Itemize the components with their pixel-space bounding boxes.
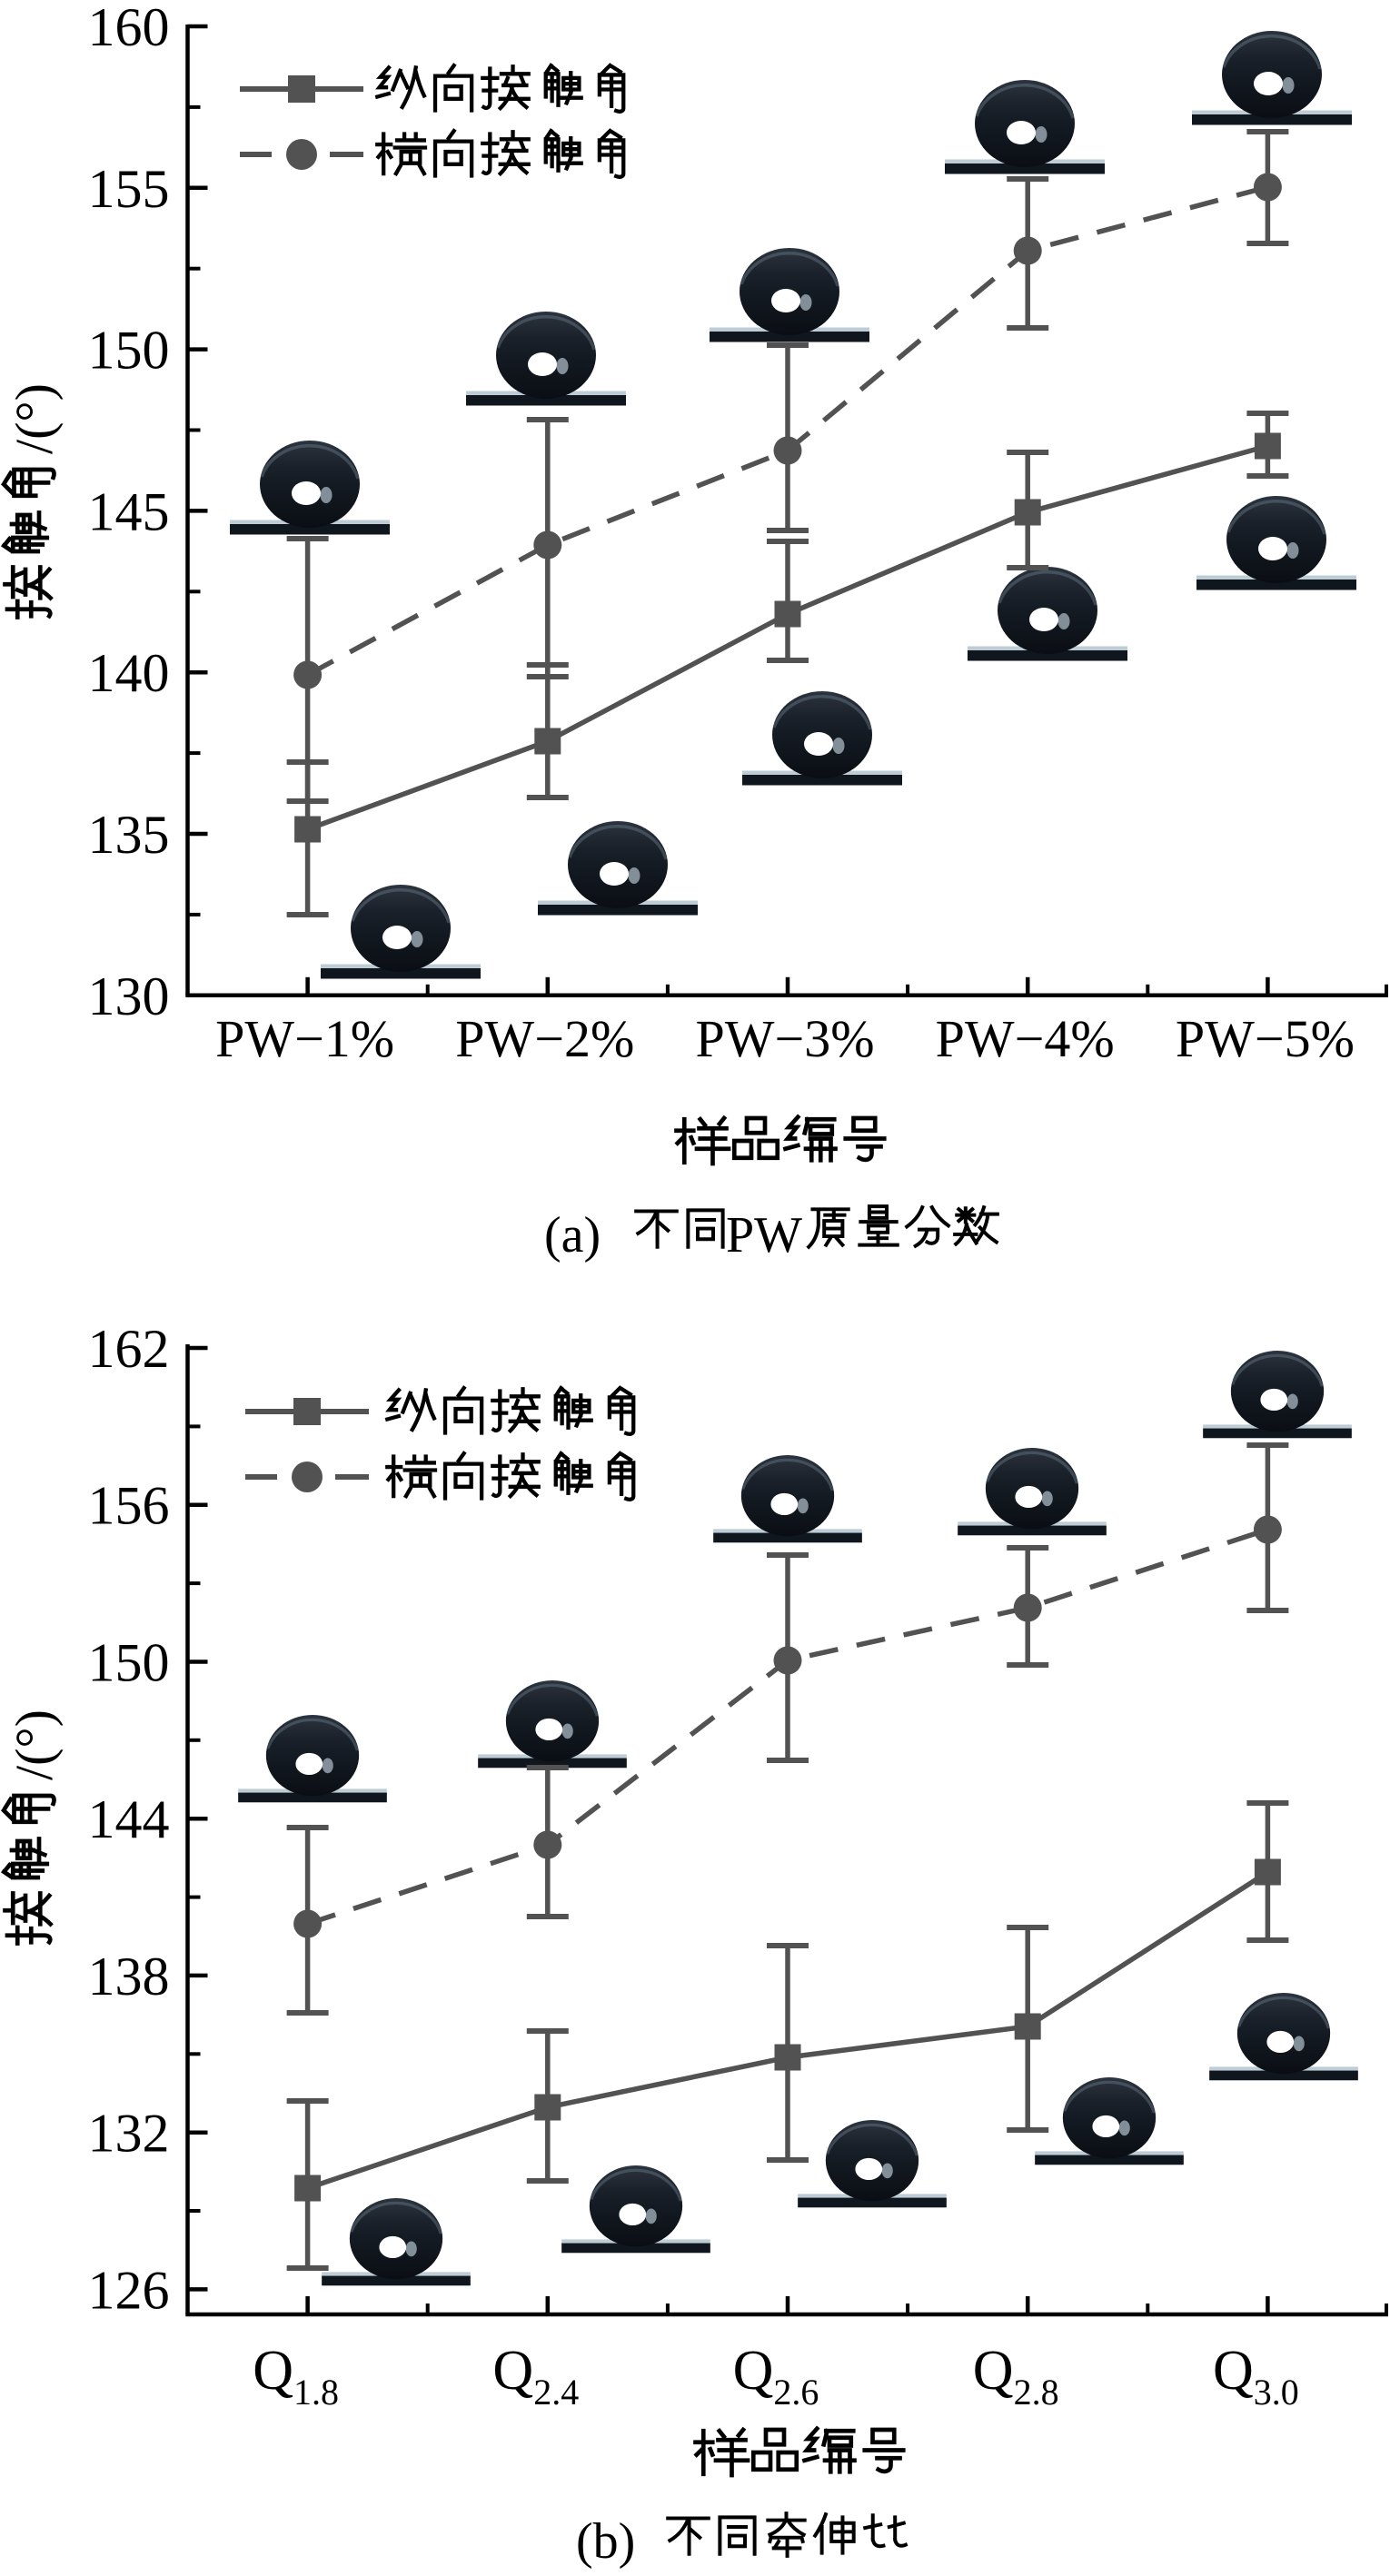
svg-text:126: 126: [88, 2260, 170, 2320]
svg-text:(a): (a): [544, 1207, 601, 1263]
svg-text:140: 140: [88, 643, 170, 703]
svg-text:132: 132: [88, 2104, 170, 2164]
svg-text:PW: PW: [726, 1207, 802, 1263]
svg-text:130: 130: [88, 966, 170, 1026]
svg-text:PW−1%: PW−1%: [215, 1009, 394, 1068]
svg-text:155: 155: [88, 159, 170, 219]
svg-text:145: 145: [88, 481, 170, 541]
svg-text:138: 138: [88, 1947, 170, 2006]
svg-text:162: 162: [88, 1319, 170, 1379]
svg-text:PW−2%: PW−2%: [455, 1009, 634, 1068]
svg-text:PW−5%: PW−5%: [1176, 1009, 1355, 1068]
svg-text:(b): (b): [576, 2513, 635, 2570]
svg-text:/(°): /(°): [5, 1709, 64, 1780]
svg-text:/(°): /(°): [5, 383, 64, 454]
svg-text:PW−3%: PW−3%: [695, 1009, 874, 1068]
svg-text:150: 150: [88, 321, 170, 381]
svg-text:156: 156: [88, 1476, 170, 1536]
svg-text:135: 135: [88, 805, 170, 865]
svg-text:150: 150: [88, 1633, 170, 1693]
svg-text:144: 144: [88, 1789, 170, 1849]
svg-text:160: 160: [88, 0, 170, 57]
svg-text:PW−4%: PW−4%: [936, 1009, 1115, 1068]
